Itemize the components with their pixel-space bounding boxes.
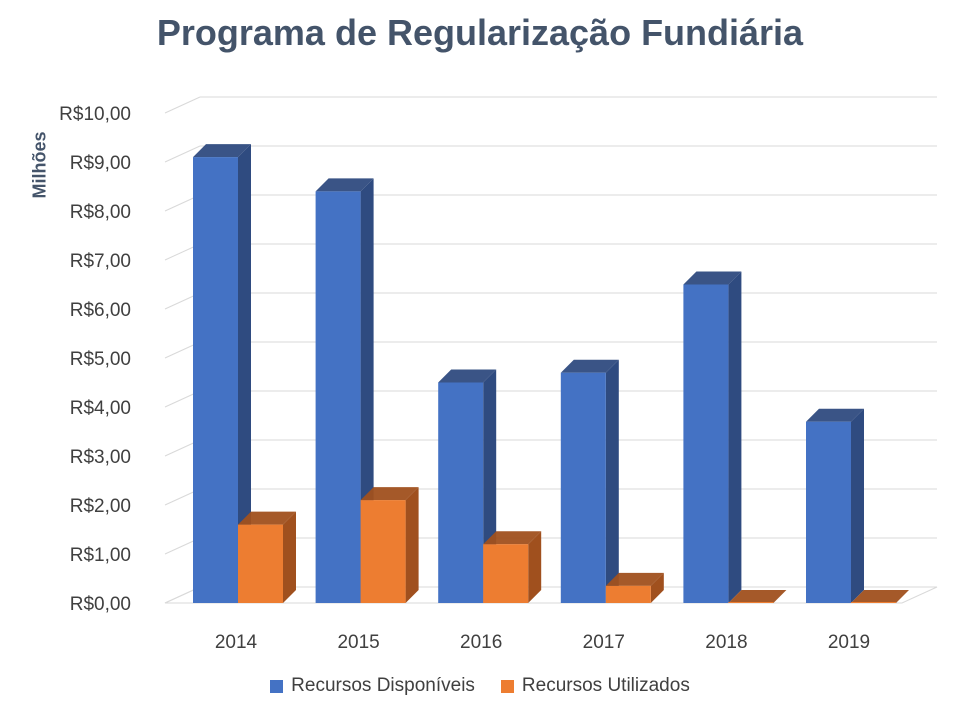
x-tick-label: 2014 bbox=[215, 632, 258, 653]
bar-2015-s1 bbox=[360, 500, 406, 603]
y-tick-label: R$5,00 bbox=[70, 349, 131, 370]
bar-2014-s0-top bbox=[193, 144, 251, 158]
y-tick-label: R$2,00 bbox=[70, 496, 131, 517]
x-tick-label: 2019 bbox=[828, 632, 870, 653]
bar-2016-s0 bbox=[438, 382, 484, 603]
bar-2014-s1-top bbox=[238, 511, 296, 525]
bar-2019-s0-side bbox=[851, 408, 864, 603]
bar-2016-s0-top bbox=[438, 369, 497, 383]
bar-2017-s1-top bbox=[605, 572, 664, 586]
y-tick-label: R$1,00 bbox=[70, 545, 131, 566]
y-tick-label: R$3,00 bbox=[70, 447, 131, 468]
y-tick-label: R$8,00 bbox=[70, 202, 131, 223]
bar-2015-s0 bbox=[315, 191, 361, 603]
bar-2016-s1-top bbox=[483, 531, 542, 545]
bar-2019-s0 bbox=[806, 421, 851, 603]
bar-2018-s0 bbox=[683, 284, 729, 603]
bar-2015-s0-top bbox=[315, 178, 374, 192]
bar-2017-s1 bbox=[605, 585, 651, 603]
y-tick-label: R$9,00 bbox=[70, 153, 131, 174]
bar-2016-s1 bbox=[483, 544, 529, 603]
y-tick-label: R$10,00 bbox=[59, 104, 131, 125]
bar-2014-s1-side bbox=[283, 511, 296, 603]
bar-2018-s1 bbox=[728, 602, 774, 603]
y-tick-label: R$7,00 bbox=[70, 251, 131, 272]
gridline-depth bbox=[164, 96, 201, 114]
y-tick-label: R$0,00 bbox=[70, 594, 131, 615]
bar-2014-s0 bbox=[193, 157, 238, 603]
bar-2015-s1-top bbox=[360, 487, 419, 501]
bar-2017-s0 bbox=[560, 372, 606, 603]
bar-2015-s1-side bbox=[405, 487, 419, 603]
gridline-depth bbox=[164, 145, 201, 163]
y-tick-label: R$4,00 bbox=[70, 398, 131, 419]
legend-label-series-1: Recursos Utilizados bbox=[521, 675, 690, 696]
x-tick-label: 2016 bbox=[460, 632, 502, 653]
bar-2019-s1 bbox=[851, 602, 896, 603]
x-tick-label: 2018 bbox=[705, 632, 747, 653]
legend: Recursos Disponíveis Recursos Utilizados bbox=[0, 675, 960, 697]
legend-swatch-series-0 bbox=[270, 679, 284, 693]
legend-item-series-0: Recursos Disponíveis bbox=[270, 675, 475, 697]
x-tick-label: 2015 bbox=[337, 632, 379, 653]
legend-item-series-1: Recursos Utilizados bbox=[500, 675, 690, 697]
chart-title: Programa de Regularização Fundiária bbox=[156, 12, 804, 53]
x-tick-label: 2017 bbox=[583, 632, 625, 653]
bar-2016-s1-side bbox=[528, 531, 542, 603]
bar-2018-s0-top bbox=[683, 271, 742, 285]
legend-swatch-series-1 bbox=[500, 679, 514, 693]
bar-2014-s1 bbox=[238, 524, 283, 603]
bar-2018-s1-top bbox=[728, 590, 787, 603]
chart-floor bbox=[164, 586, 938, 604]
bar-2018-s0-side bbox=[728, 271, 742, 603]
legend-label-series-0: Recursos Disponíveis bbox=[291, 675, 475, 696]
bar-2017-s0-top bbox=[560, 359, 619, 373]
y-tick-label: R$6,00 bbox=[70, 300, 131, 321]
bar-2017-s1-side bbox=[650, 572, 664, 603]
bar-2019-s1-top bbox=[851, 590, 909, 603]
bar-2014-s0-side bbox=[238, 144, 251, 603]
bar-2017-s0-side bbox=[605, 359, 619, 603]
bar-2019-s0-top bbox=[806, 408, 864, 422]
